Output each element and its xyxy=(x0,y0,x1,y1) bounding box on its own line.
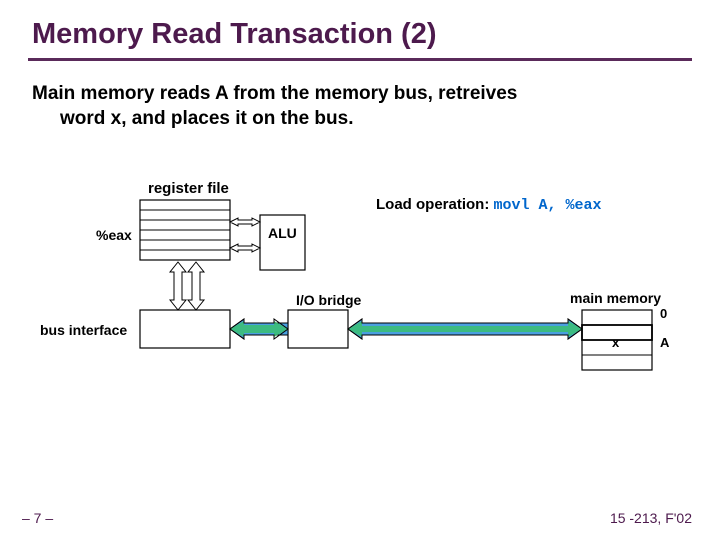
diagram-svg xyxy=(0,0,720,540)
bus-interface-box xyxy=(140,310,230,348)
cpu-vertical-bus xyxy=(170,262,204,310)
regfile-alu-connector xyxy=(230,218,260,252)
io-bridge-box xyxy=(288,310,348,348)
memory-bus-right xyxy=(348,319,582,339)
system-bus-left xyxy=(230,319,288,339)
main-memory-box xyxy=(582,310,652,370)
register-file-box xyxy=(140,200,230,260)
alu-box xyxy=(260,215,305,270)
